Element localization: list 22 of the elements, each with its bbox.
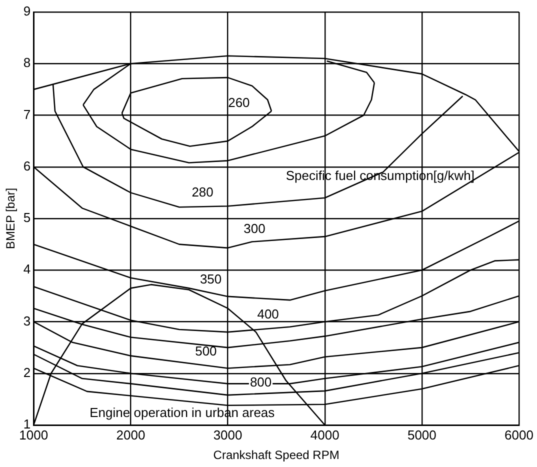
annotation: 300 — [244, 221, 266, 236]
y-tick-label: 4 — [23, 262, 31, 277]
y-axis-title: BMEP [bar] — [4, 188, 18, 250]
x-tick-label: 3000 — [213, 427, 242, 442]
y-tick-label: 5 — [23, 210, 31, 226]
y-tick-label: 7 — [23, 106, 31, 122]
x-tick-label: 2000 — [116, 427, 146, 442]
annotation: 400 — [257, 306, 279, 322]
annotation: 800 — [250, 374, 272, 390]
annotation: 350 — [200, 272, 222, 287]
y-tick-label: 8 — [23, 55, 31, 70]
x-tick-label: 5000 — [407, 427, 436, 442]
annotation: 500 — [195, 343, 217, 358]
y-tick-label: 6 — [23, 158, 31, 174]
x-tick-label: 6000 — [504, 427, 534, 442]
annotation: 280 — [192, 184, 214, 200]
y-tick-label: 2 — [23, 364, 31, 380]
annotation: 260 — [228, 94, 250, 110]
y-tick-label: 3 — [23, 313, 31, 328]
x-tick-label: 4000 — [310, 427, 340, 442]
x-axis-title: Crankshaft Speed RPM — [213, 448, 340, 462]
y-tick-label: 9 — [23, 4, 31, 19]
